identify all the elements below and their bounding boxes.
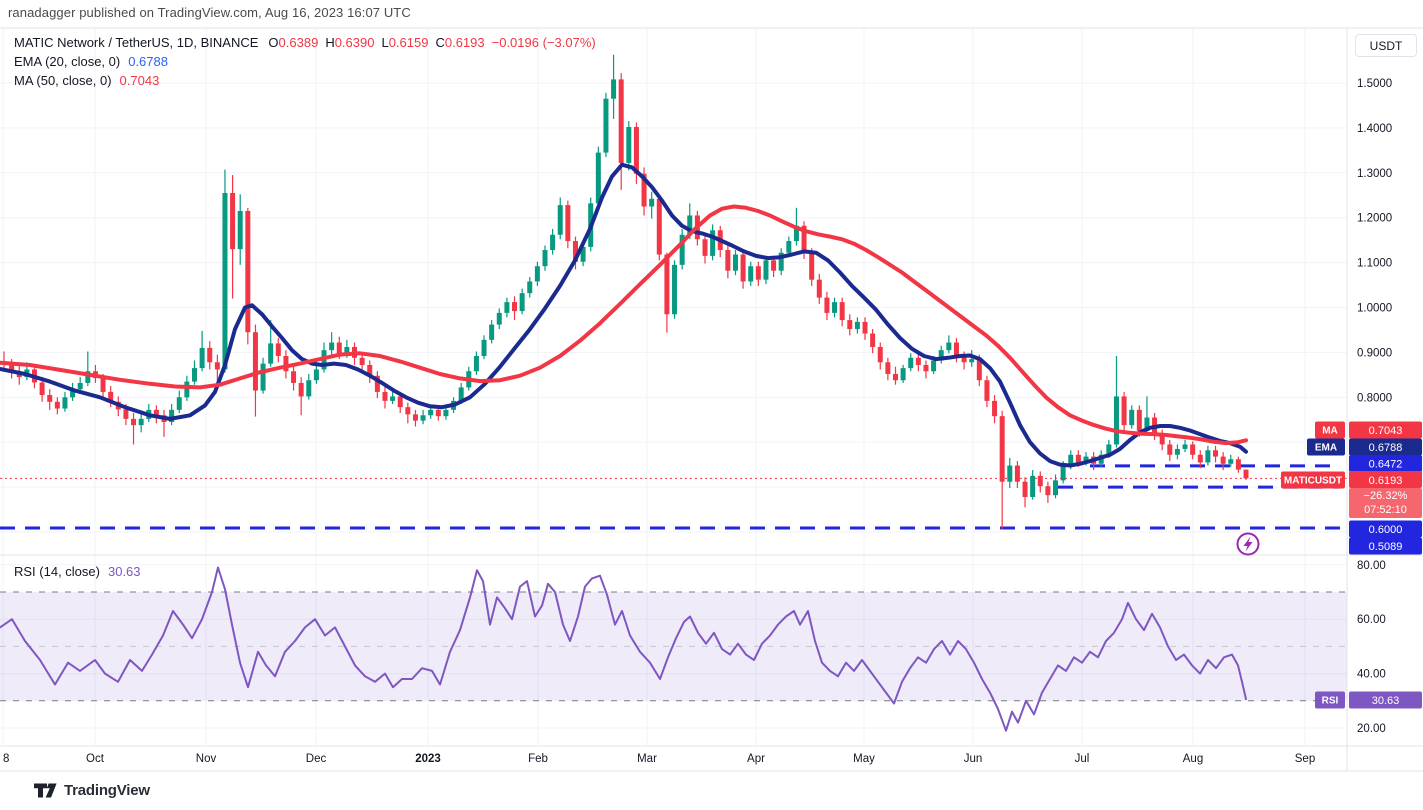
svg-text:30.63: 30.63 bbox=[1372, 695, 1400, 707]
rsi-pane-legend[interactable]: RSI (14, close) 30.63 bbox=[14, 562, 141, 581]
svg-text:40.00: 40.00 bbox=[1357, 669, 1386, 681]
svg-text:1.4000: 1.4000 bbox=[1357, 123, 1392, 135]
svg-text:1.5000: 1.5000 bbox=[1357, 78, 1392, 90]
svg-text:1.3000: 1.3000 bbox=[1357, 168, 1392, 180]
ma-legend-row[interactable]: MA (50, close, 0) 0.7043 bbox=[14, 71, 596, 90]
svg-text:MATICUSDT: MATICUSDT bbox=[1284, 476, 1342, 487]
ema20-line[interactable] bbox=[0, 162, 1248, 468]
rsi-legend-value: 30.63 bbox=[107, 564, 141, 579]
currency-button[interactable]: USDT bbox=[1355, 34, 1417, 57]
rsi-legend-label: RSI (14, close) bbox=[14, 564, 100, 579]
ema-legend-label: EMA (20, close, 0) bbox=[14, 54, 121, 69]
svg-text:Apr: Apr bbox=[747, 753, 765, 765]
svg-text:0.6193: 0.6193 bbox=[1369, 475, 1403, 487]
ema-legend-row[interactable]: EMA (20, close, 0) 0.6788 bbox=[14, 52, 596, 71]
svg-text:80.00: 80.00 bbox=[1357, 560, 1386, 572]
symbol-title[interactable]: MATIC Network / TetherUS, 1D, BINANCE bbox=[14, 35, 259, 50]
svg-text:0.8000: 0.8000 bbox=[1357, 392, 1392, 404]
ohlc-low: L0.6159 bbox=[381, 35, 429, 50]
axis-price-labels: 0.7043 MA 0.6788 EMA 0.6472 0.6193 −26.32% 07:5… bbox=[1281, 421, 1422, 709]
attribution-text: ranadagger published on TradingView.com,… bbox=[8, 5, 411, 20]
candlestick-series[interactable] bbox=[1, 54, 1249, 530]
time-axis[interactable]: 8 Oct Nov Dec 2023 Feb Mar Apr May Jun Jul Aug Sep bbox=[3, 753, 1315, 765]
svg-text:−26.32%: −26.32% bbox=[1364, 490, 1408, 502]
svg-text:0.6788: 0.6788 bbox=[1369, 442, 1403, 454]
ohlc-open: O0.6389 bbox=[268, 35, 319, 50]
svg-text:1.1000: 1.1000 bbox=[1357, 258, 1392, 270]
ma50-line[interactable] bbox=[0, 204, 1248, 446]
change-value: −0.0196 (−3.07%) bbox=[491, 35, 596, 50]
svg-text:20.00: 20.00 bbox=[1357, 723, 1386, 735]
svg-text:0.6472: 0.6472 bbox=[1369, 459, 1403, 471]
svg-text:1.2000: 1.2000 bbox=[1357, 213, 1392, 225]
svg-text:07:52:10: 07:52:10 bbox=[1364, 504, 1407, 516]
svg-text:Oct: Oct bbox=[86, 753, 105, 765]
svg-text:60.00: 60.00 bbox=[1357, 614, 1386, 626]
ohlc-high: H0.6390 bbox=[325, 35, 375, 50]
tradingview-logo[interactable]: TradingView bbox=[34, 782, 150, 799]
svg-text:Aug: Aug bbox=[1183, 753, 1203, 765]
svg-text:0.6000: 0.6000 bbox=[1369, 524, 1403, 536]
symbol-legend-row[interactable]: MATIC Network / TetherUS, 1D, BINANCE O0… bbox=[14, 33, 596, 52]
svg-text:2023: 2023 bbox=[415, 753, 441, 765]
svg-text:Mar: Mar bbox=[637, 753, 657, 765]
svg-text:0.9000: 0.9000 bbox=[1357, 347, 1392, 359]
price-axis[interactable]: 1.5000 1.4000 1.3000 1.2000 1.1000 1.0000 0.90… bbox=[1357, 78, 1392, 735]
ma-legend-value: 0.7043 bbox=[119, 73, 160, 88]
lightning-icon[interactable] bbox=[1236, 532, 1260, 556]
rsi-line[interactable] bbox=[0, 566, 1247, 732]
ma-legend-label: MA (50, close, 0) bbox=[14, 73, 112, 88]
tradingview-logo-text: TradingView bbox=[64, 782, 150, 799]
svg-text:May: May bbox=[853, 753, 875, 765]
main-pane-legend: MATIC Network / TetherUS, 1D, BINANCE O0… bbox=[14, 33, 596, 90]
svg-text:Jun: Jun bbox=[964, 753, 983, 765]
ema-legend-value: 0.6788 bbox=[128, 54, 168, 69]
svg-text:Feb: Feb bbox=[528, 753, 548, 765]
svg-text:0.5089: 0.5089 bbox=[1369, 541, 1403, 553]
svg-text:Dec: Dec bbox=[306, 753, 327, 765]
svg-text:8: 8 bbox=[3, 753, 9, 765]
svg-text:Jul: Jul bbox=[1075, 753, 1090, 765]
ohlc-close: C0.6193 bbox=[435, 35, 485, 50]
svg-text:EMA: EMA bbox=[1315, 443, 1337, 454]
svg-text:Sep: Sep bbox=[1295, 753, 1315, 765]
tradingview-logo-icon bbox=[34, 783, 57, 798]
support-levels[interactable] bbox=[0, 464, 1340, 530]
svg-text:RSI: RSI bbox=[1322, 696, 1339, 707]
svg-text:1.0000: 1.0000 bbox=[1357, 303, 1392, 315]
svg-text:Nov: Nov bbox=[196, 753, 217, 765]
svg-text:0.7043: 0.7043 bbox=[1369, 425, 1403, 437]
pane-borders bbox=[0, 27, 1423, 772]
svg-text:MA: MA bbox=[1322, 426, 1338, 437]
